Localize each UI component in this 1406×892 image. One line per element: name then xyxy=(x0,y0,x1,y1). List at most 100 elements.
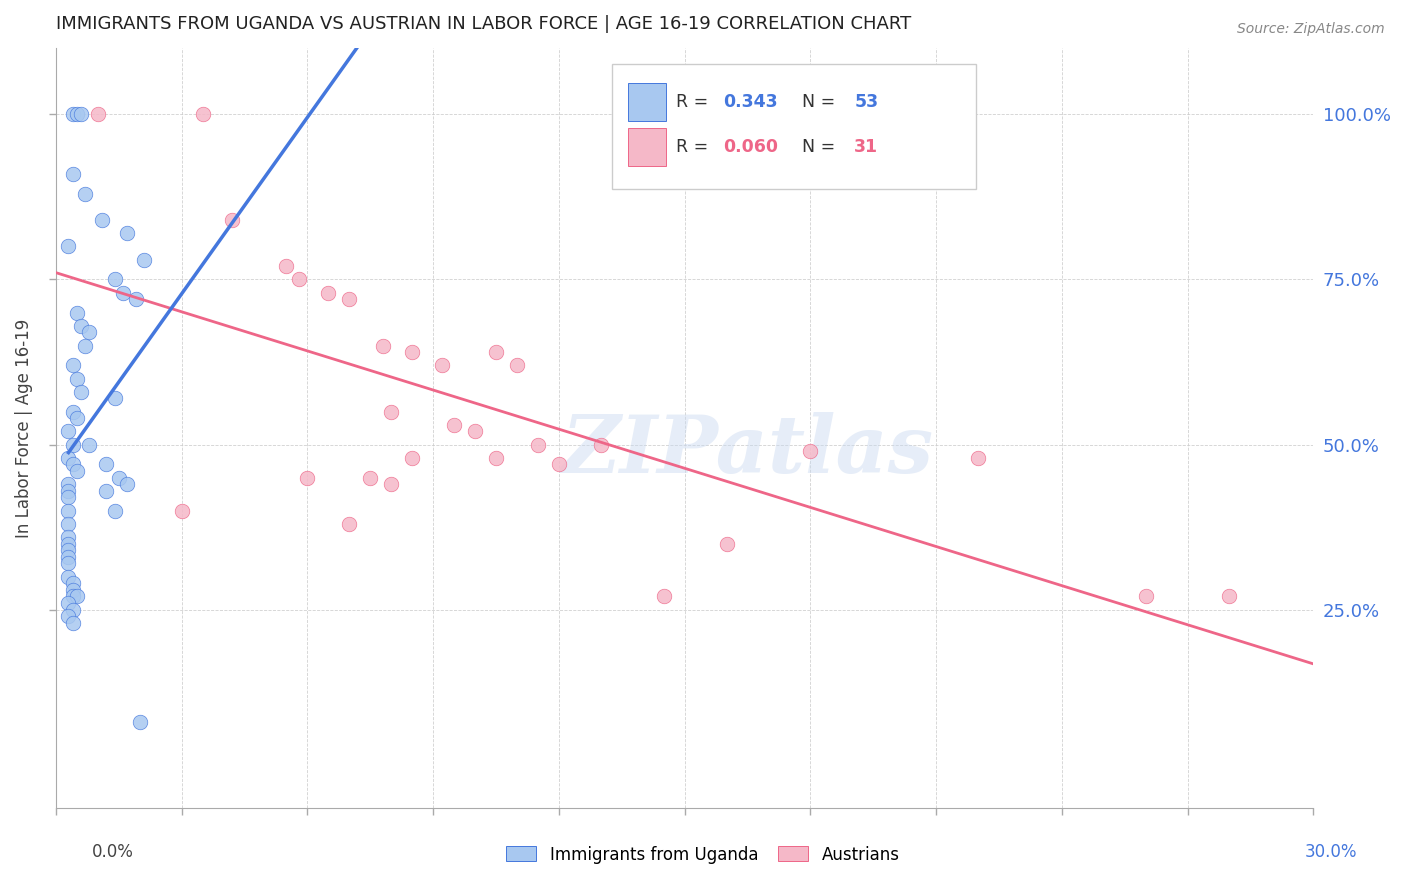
Point xyxy=(58,609,80,624)
Point xyxy=(132,252,155,267)
Point xyxy=(115,477,138,491)
Text: IMMIGRANTS FROM UGANDA VS AUSTRIAN IN LABOR FORCE | AGE 16-19 CORRELATION CHART: IMMIGRANTS FROM UGANDA VS AUSTRIAN IN LA… xyxy=(56,15,911,33)
Point xyxy=(62,458,84,472)
Point xyxy=(58,516,80,531)
Point xyxy=(527,437,550,451)
Point xyxy=(58,557,80,571)
Point xyxy=(318,285,340,300)
Point xyxy=(337,516,360,531)
Point xyxy=(62,590,84,604)
Point xyxy=(66,371,89,385)
Point xyxy=(547,458,569,472)
Point xyxy=(62,582,84,597)
Point xyxy=(62,167,84,181)
Y-axis label: In Labor Force | Age 16-19: In Labor Force | Age 16-19 xyxy=(15,318,32,538)
Point xyxy=(506,359,529,373)
Point xyxy=(297,470,319,484)
Point xyxy=(87,107,110,121)
Point xyxy=(58,536,80,550)
Point xyxy=(115,227,138,241)
Point xyxy=(124,293,146,307)
Point xyxy=(62,359,84,373)
Point xyxy=(62,615,84,630)
Point xyxy=(1218,590,1240,604)
Point xyxy=(66,590,89,604)
Point xyxy=(62,107,84,121)
Point xyxy=(589,437,612,451)
Point xyxy=(91,213,114,227)
Point xyxy=(128,714,150,729)
Point xyxy=(799,444,821,458)
Point xyxy=(58,503,80,517)
Point xyxy=(79,437,101,451)
Legend: Immigrants from Uganda, Austrians: Immigrants from Uganda, Austrians xyxy=(499,839,907,871)
Text: N =: N = xyxy=(792,93,841,111)
Point xyxy=(967,450,990,465)
Point xyxy=(288,272,311,286)
Text: 31: 31 xyxy=(855,138,879,156)
Text: R =: R = xyxy=(676,93,714,111)
Point xyxy=(104,503,127,517)
Point xyxy=(58,549,80,564)
Point xyxy=(66,305,89,319)
Point xyxy=(337,293,360,307)
Point xyxy=(58,491,80,505)
Point xyxy=(276,260,298,274)
Point xyxy=(58,425,80,439)
Text: R =: R = xyxy=(676,138,714,156)
Point xyxy=(170,503,193,517)
Point xyxy=(443,417,465,432)
Point xyxy=(70,384,93,399)
Point xyxy=(380,404,402,418)
Text: 0.343: 0.343 xyxy=(724,93,778,111)
Point xyxy=(380,477,402,491)
Point xyxy=(96,458,118,472)
Point xyxy=(66,107,89,121)
Point xyxy=(107,470,129,484)
Point xyxy=(75,186,97,201)
Point xyxy=(221,213,243,227)
Point xyxy=(58,483,80,498)
Text: Source: ZipAtlas.com: Source: ZipAtlas.com xyxy=(1237,22,1385,37)
Point xyxy=(104,392,127,406)
Point xyxy=(401,450,423,465)
Point xyxy=(75,338,97,352)
Text: N =: N = xyxy=(792,138,841,156)
Point xyxy=(58,543,80,558)
Point xyxy=(191,107,214,121)
FancyBboxPatch shape xyxy=(628,83,665,120)
Point xyxy=(430,359,453,373)
Point xyxy=(485,345,508,359)
Text: 0.060: 0.060 xyxy=(724,138,779,156)
Point xyxy=(70,318,93,333)
Point xyxy=(371,338,394,352)
Point xyxy=(359,470,381,484)
Point xyxy=(111,285,134,300)
Point xyxy=(652,590,675,604)
Point xyxy=(104,272,127,286)
Point xyxy=(58,530,80,544)
FancyBboxPatch shape xyxy=(628,128,665,166)
Point xyxy=(66,411,89,425)
Point xyxy=(62,602,84,616)
Point xyxy=(58,450,80,465)
Point xyxy=(485,450,508,465)
Point xyxy=(62,404,84,418)
Point xyxy=(716,536,738,550)
Point xyxy=(58,477,80,491)
Point xyxy=(62,437,84,451)
Text: 53: 53 xyxy=(855,93,879,111)
Point xyxy=(401,345,423,359)
Point xyxy=(62,576,84,591)
FancyBboxPatch shape xyxy=(612,63,976,189)
Point xyxy=(70,107,93,121)
Point xyxy=(66,464,89,478)
Point xyxy=(58,596,80,610)
Text: 0.0%: 0.0% xyxy=(91,843,134,861)
Point xyxy=(79,326,101,340)
Point xyxy=(464,425,486,439)
Point xyxy=(1135,590,1157,604)
Point xyxy=(58,239,80,253)
Point xyxy=(96,483,118,498)
Text: 30.0%: 30.0% xyxy=(1305,843,1357,861)
